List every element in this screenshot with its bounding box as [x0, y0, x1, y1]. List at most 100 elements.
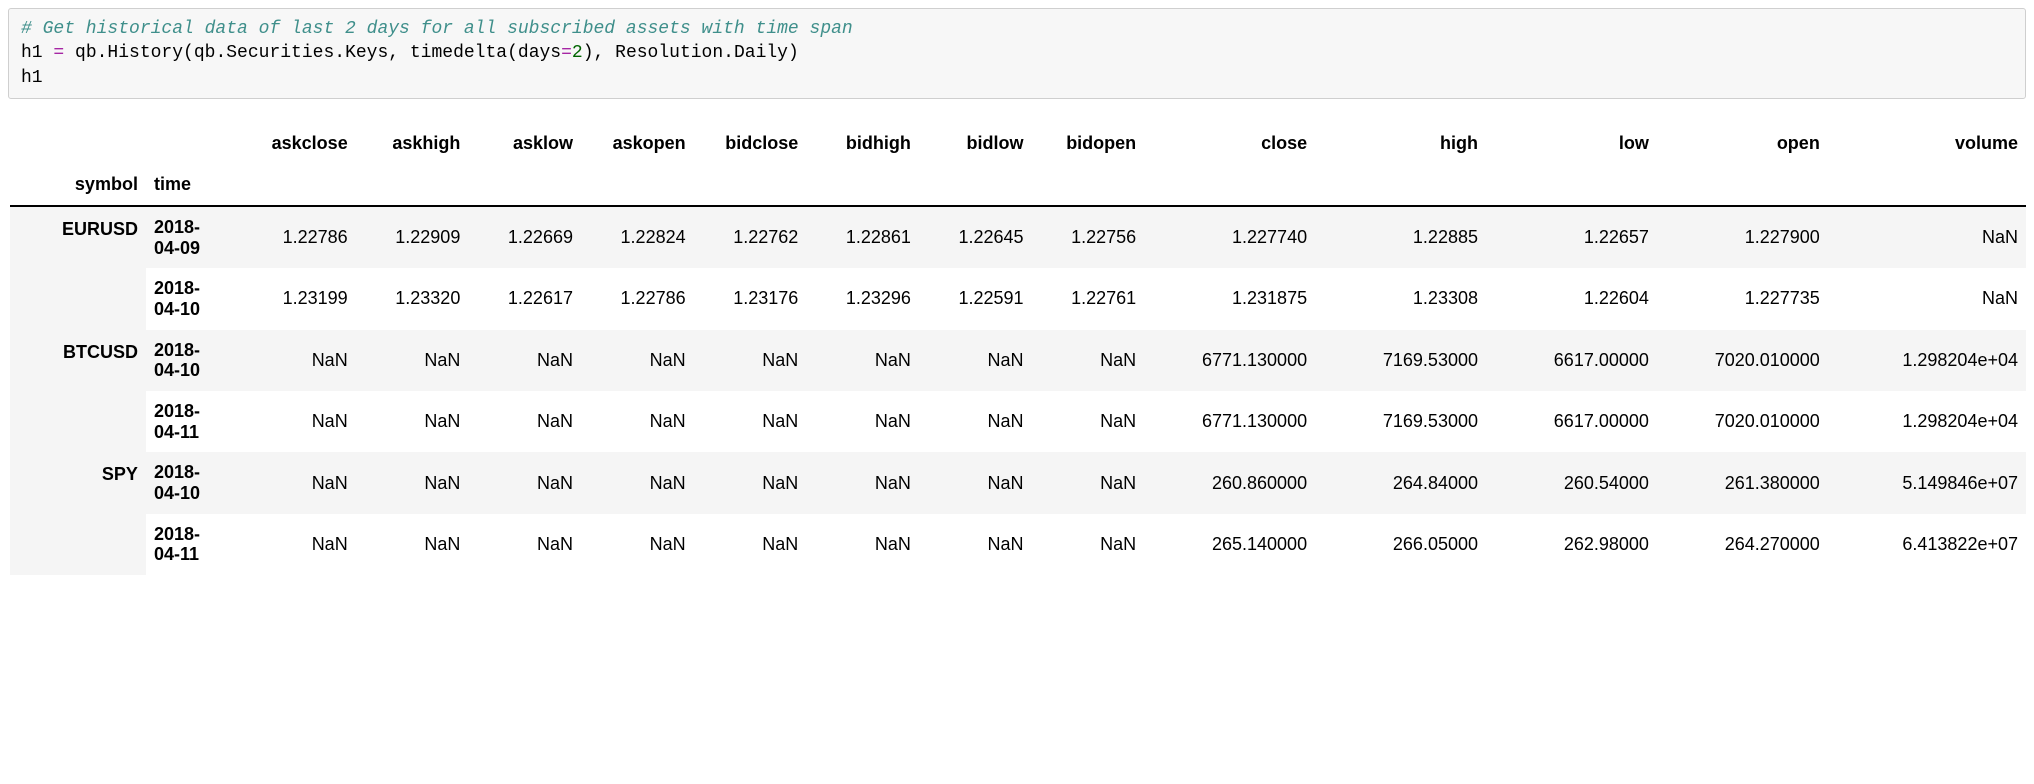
cell: 261.380000	[1657, 452, 1828, 513]
column-header-row: askclose askhigh asklow askopen bidclose…	[10, 123, 2026, 164]
cell: NaN	[468, 330, 581, 391]
cell: 1.298204e+04	[1828, 330, 2026, 391]
cell: 6617.00000	[1486, 391, 1657, 452]
cell: 6771.130000	[1144, 391, 1315, 452]
table-row: 2018-04-11NaNNaNNaNNaNNaNNaNNaNNaN6771.1…	[10, 391, 2026, 452]
index-time: 2018-04-09	[146, 206, 243, 268]
cell: NaN	[243, 452, 356, 513]
cell: NaN	[243, 514, 356, 575]
cell: 1.22669	[468, 206, 581, 268]
cell: NaN	[694, 452, 807, 513]
cell: 1.227900	[1657, 206, 1828, 268]
col-header: bidopen	[1032, 123, 1145, 164]
index-time: 2018-04-10	[146, 268, 243, 329]
cell: 6617.00000	[1486, 330, 1657, 391]
col-header: open	[1657, 123, 1828, 164]
cell: 1.22591	[919, 268, 1032, 329]
cell: 5.149846e+07	[1828, 452, 2026, 513]
col-header: askopen	[581, 123, 694, 164]
index-symbol: SPY	[10, 452, 146, 575]
cell: 1.22761	[1032, 268, 1145, 329]
cell: NaN	[356, 514, 469, 575]
cell: NaN	[1032, 452, 1145, 513]
col-header: low	[1486, 123, 1657, 164]
cell: 1.23176	[694, 268, 807, 329]
table-row: SPY2018-04-10NaNNaNNaNNaNNaNNaNNaNNaN260…	[10, 452, 2026, 513]
code-call-tail: ), Resolution.Daily)	[583, 43, 799, 63]
cell: 265.140000	[1144, 514, 1315, 575]
cell: NaN	[581, 330, 694, 391]
cell: 264.270000	[1657, 514, 1828, 575]
table-row: BTCUSD2018-04-10NaNNaNNaNNaNNaNNaNNaNNaN…	[10, 330, 2026, 391]
cell: 260.860000	[1144, 452, 1315, 513]
cell: 1.23296	[806, 268, 919, 329]
cell: NaN	[581, 452, 694, 513]
cell: 1.298204e+04	[1828, 391, 2026, 452]
cell: 266.05000	[1315, 514, 1486, 575]
code-call: qb.History(qb.Securities.Keys, timedelta…	[64, 43, 561, 63]
cell: 1.22604	[1486, 268, 1657, 329]
col-header: bidlow	[919, 123, 1032, 164]
cell: 1.22645	[919, 206, 1032, 268]
index-time: 2018-04-11	[146, 514, 243, 575]
cell: NaN	[243, 330, 356, 391]
col-header: high	[1315, 123, 1486, 164]
cell: NaN	[581, 391, 694, 452]
cell: 264.84000	[1315, 452, 1486, 513]
cell: NaN	[919, 514, 1032, 575]
cell: NaN	[806, 330, 919, 391]
col-header: askhigh	[356, 123, 469, 164]
cell: NaN	[806, 514, 919, 575]
code-comment: # Get historical data of last 2 days for…	[21, 19, 853, 39]
cell: NaN	[919, 452, 1032, 513]
index-time: 2018-04-10	[146, 452, 243, 513]
cell: 260.54000	[1486, 452, 1657, 513]
cell: NaN	[468, 391, 581, 452]
index-name-symbol: symbol	[10, 164, 146, 206]
cell: 1.22909	[356, 206, 469, 268]
cell: 1.22824	[581, 206, 694, 268]
cell: 6.413822e+07	[1828, 514, 2026, 575]
table-row: 2018-04-11NaNNaNNaNNaNNaNNaNNaNNaN265.14…	[10, 514, 2026, 575]
blank-header	[146, 123, 243, 164]
cell: 262.98000	[1486, 514, 1657, 575]
col-header: volume	[1828, 123, 2026, 164]
code-op-eq2: =	[561, 43, 572, 63]
cell: 1.22762	[694, 206, 807, 268]
cell: 1.22617	[468, 268, 581, 329]
code-cell: # Get historical data of last 2 days for…	[8, 8, 2026, 99]
index-time: 2018-04-10	[146, 330, 243, 391]
table-head: askclose askhigh asklow askopen bidclose…	[10, 123, 2026, 206]
col-header: bidhigh	[806, 123, 919, 164]
cell: NaN	[806, 391, 919, 452]
cell: NaN	[806, 452, 919, 513]
code-num: 2	[572, 43, 583, 63]
code-op-eq: =	[53, 43, 64, 63]
cell: NaN	[243, 391, 356, 452]
cell: 1.22861	[806, 206, 919, 268]
cell: NaN	[1828, 206, 2026, 268]
cell: 1.227735	[1657, 268, 1828, 329]
cell: NaN	[919, 330, 1032, 391]
cell: NaN	[919, 391, 1032, 452]
cell: NaN	[1032, 514, 1145, 575]
cell: NaN	[468, 452, 581, 513]
index-header-row: symbol time	[10, 164, 2026, 206]
index-name-time: time	[146, 164, 243, 206]
index-time: 2018-04-11	[146, 391, 243, 452]
cell: 1.231875	[1144, 268, 1315, 329]
cell: 1.22657	[1486, 206, 1657, 268]
cell: 1.22786	[581, 268, 694, 329]
cell: 7020.010000	[1657, 330, 1828, 391]
cell: NaN	[1828, 268, 2026, 329]
table-body: EURUSD2018-04-091.227861.229091.226691.2…	[10, 206, 2026, 575]
cell: 1.23199	[243, 268, 356, 329]
cell: 7169.53000	[1315, 391, 1486, 452]
cell: NaN	[694, 330, 807, 391]
cell: 1.22756	[1032, 206, 1145, 268]
cell: 1.23320	[356, 268, 469, 329]
col-header: bidclose	[694, 123, 807, 164]
col-header: asklow	[468, 123, 581, 164]
col-header: askclose	[243, 123, 356, 164]
index-symbol: EURUSD	[10, 206, 146, 330]
